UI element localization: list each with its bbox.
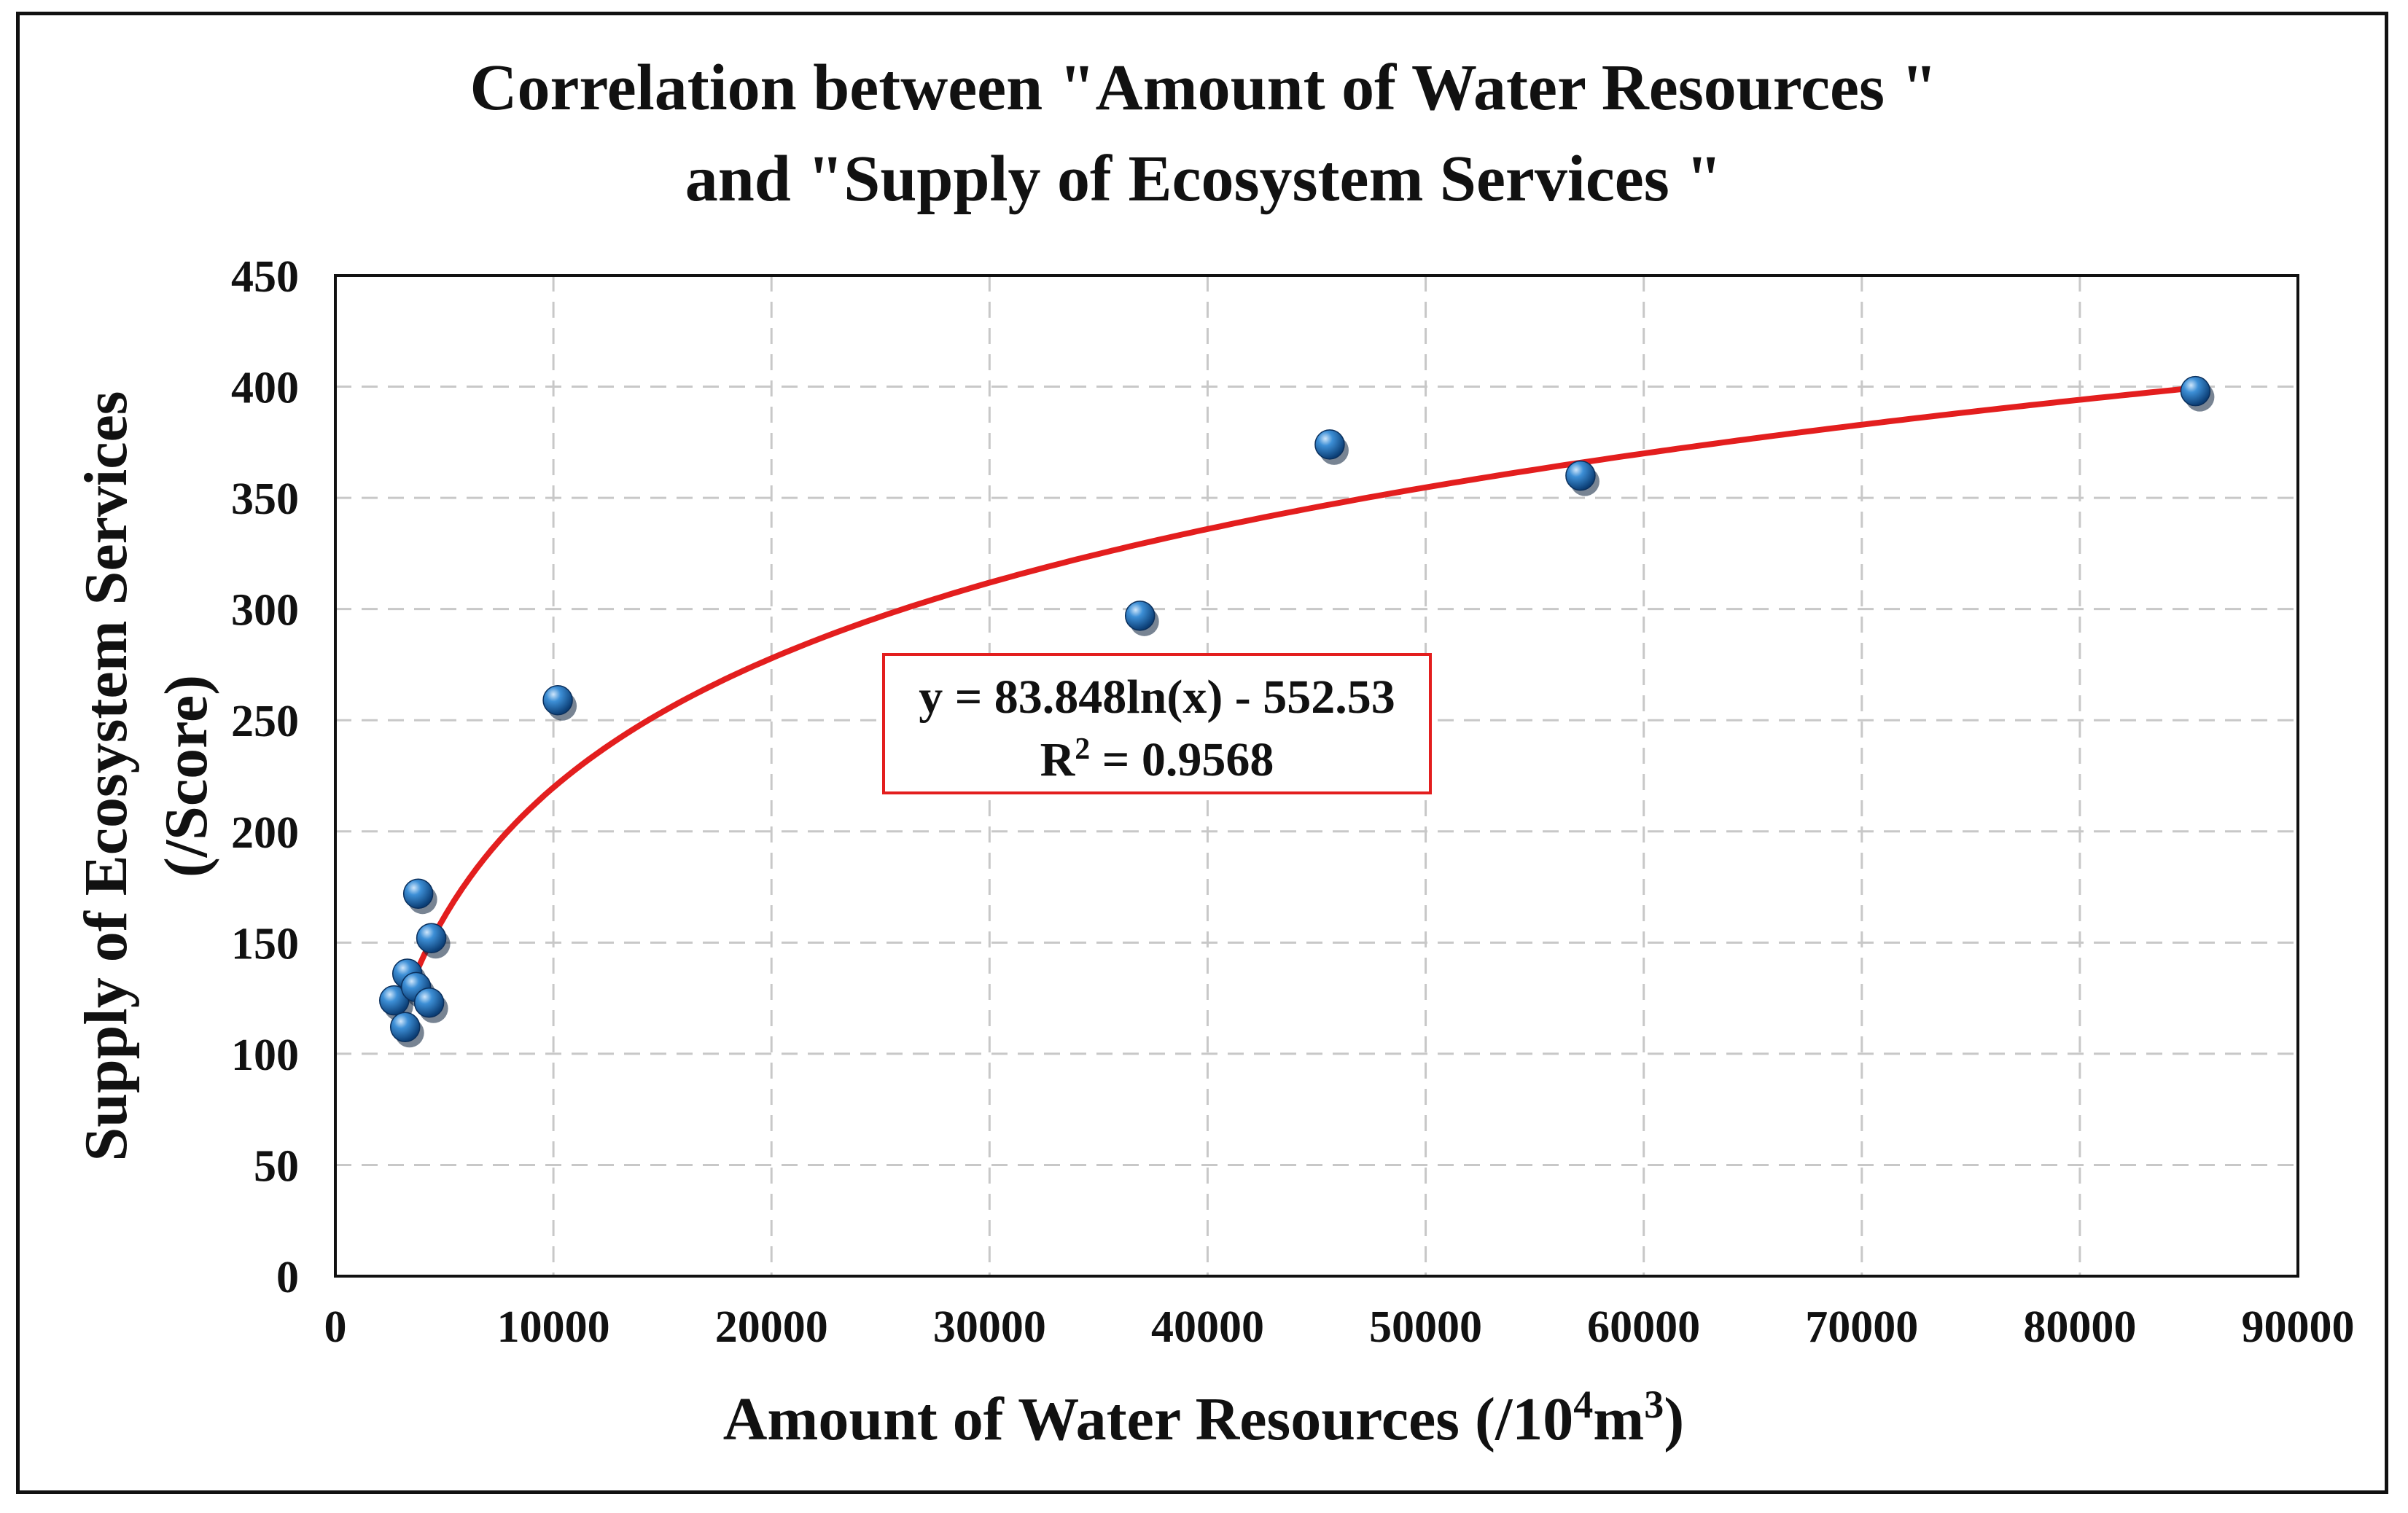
data-point: [416, 923, 447, 953]
x-axis-label-sup2: 3: [1644, 1383, 1664, 1426]
x-axis-label-end: ): [1664, 1385, 1684, 1453]
data-point: [1314, 429, 1345, 460]
x-axis-label: Amount of Water Resources (/104m3): [723, 1383, 1685, 1453]
x-tick-label: 60000: [1587, 1302, 1700, 1352]
chart-title-line-2: and "Supply of Ecosystem Services ": [685, 143, 1723, 215]
data-point: [1565, 460, 1596, 491]
r2-label: R: [1040, 733, 1076, 786]
x-tick-label: 20000: [715, 1302, 828, 1352]
y-tick-label: 150: [231, 919, 299, 969]
y-axis-label-line-1: Supply of Ecosystem Services: [72, 391, 140, 1162]
equation-box: [882, 653, 1432, 794]
y-tick-label: 0: [276, 1253, 299, 1302]
y-axis-label-line-2: (/Score): [152, 675, 220, 877]
r2-superscript: 2: [1075, 732, 1090, 766]
tick-labels: 0 10000 20000 30000 40000 50000 60000 70000 8000…: [231, 252, 2355, 1352]
x-tick-label: 40000: [1151, 1302, 1264, 1352]
x-tick-label: 70000: [1805, 1302, 1918, 1352]
data-point: [402, 878, 434, 909]
trendline-r-squared: R2 = 0.9568: [1040, 732, 1274, 786]
data-point: [2180, 375, 2211, 407]
grid-layer: [335, 275, 2298, 1276]
x-tick-label: 90000: [2242, 1302, 2355, 1352]
r2-value: = 0.9568: [1090, 733, 1274, 786]
x-tick-label: 0: [324, 1302, 347, 1352]
x-tick-label: 10000: [497, 1302, 610, 1352]
data-point: [413, 987, 445, 1018]
y-tick-label: 450: [231, 252, 299, 302]
x-axis-label-sup1: 4: [1573, 1383, 1593, 1426]
trendline-layer: [391, 385, 2196, 1033]
chart-title-line-1: Correlation between "Amount of Water Res…: [469, 52, 1937, 124]
y-tick-label: 250: [231, 697, 299, 746]
data-point: [1124, 601, 1156, 631]
y-tick-label: 200: [231, 808, 299, 858]
plot-area-border: [334, 274, 2299, 1278]
y-tick-label: 350: [231, 474, 299, 524]
data-points: [379, 375, 2215, 1048]
data-point: [542, 685, 573, 716]
y-tick-label: 400: [231, 364, 299, 413]
data-point: [389, 1012, 421, 1043]
x-axis-label-text: Amount of Water Resources (/10: [723, 1385, 1574, 1453]
x-tick-label: 80000: [2023, 1302, 2136, 1352]
y-tick-label: 300: [231, 586, 299, 636]
x-tick-label: 30000: [933, 1302, 1046, 1352]
x-tick-label: 50000: [1369, 1302, 1482, 1352]
trendline-equation: y = 83.848ln(x) - 552.53: [919, 671, 1395, 724]
y-tick-label: 100: [231, 1031, 299, 1080]
x-axis-label-mid: m: [1593, 1385, 1644, 1453]
y-tick-label: 50: [254, 1141, 299, 1191]
trendline: [391, 385, 2196, 1033]
